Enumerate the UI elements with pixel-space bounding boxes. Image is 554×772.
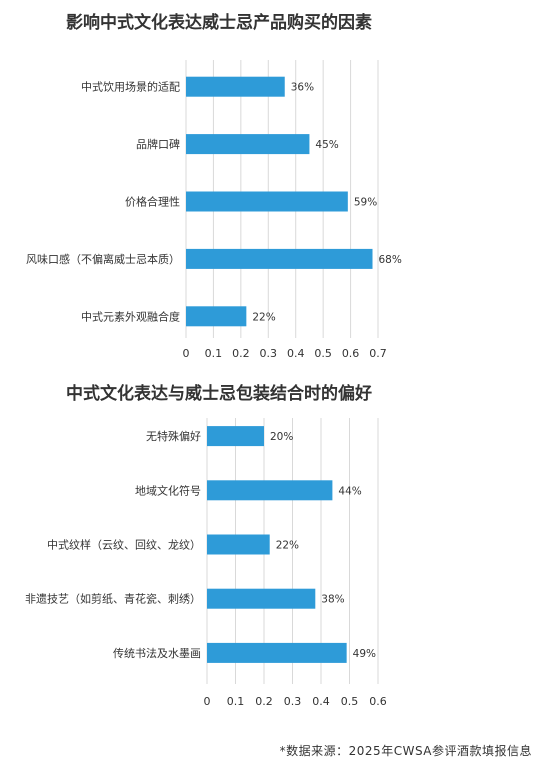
x-tick-label: 0.2 [232, 347, 250, 360]
x-tick-label: 0.4 [287, 347, 305, 360]
x-tick-label: 0.3 [284, 695, 302, 708]
x-tick-label: 0.1 [205, 347, 223, 360]
x-tick-label: 0.3 [260, 347, 278, 360]
category-label: 传统书法及水墨画 [113, 646, 201, 660]
x-tick-label: 0.6 [342, 347, 360, 360]
chart-packaging-preferences: 中式文化表达与威士忌包装结合时的偏好 0 0.1 0.2 0.3 0.4 0.5 0.6 无特殊… [25, 383, 387, 708]
category-label: 品牌口碑 [136, 137, 180, 151]
chart-title: 中式文化表达与威士忌包装结合时的偏好 [66, 383, 372, 404]
bar [186, 76, 285, 97]
value-label: 36% [291, 82, 314, 94]
bar [186, 248, 373, 269]
category-label: 风味口感（不偏离威士忌本质） [26, 252, 180, 266]
chart-purchase-factors: 影响中式文化表达威士忌产品购买的因素 0 0.1 0.2 0.3 0.4 0.5 0.6 0.7… [26, 12, 402, 360]
x-tick-label: 0 [183, 347, 190, 360]
x-tick-label: 0.7 [369, 347, 387, 360]
category-label: 中式元素外观融合度 [81, 309, 180, 323]
category-label: 中式饮用场景的适配 [81, 80, 180, 94]
bar [207, 426, 264, 447]
bar [207, 480, 333, 501]
category-label: 无特殊偏好 [146, 429, 201, 443]
value-label: 45% [315, 139, 338, 151]
x-tick-label: 0.4 [312, 695, 330, 708]
x-tick-label: 0.5 [341, 695, 359, 708]
x-tick-label: 0.1 [227, 695, 245, 708]
value-label: 38% [321, 594, 344, 606]
bar [186, 191, 348, 212]
bar [186, 306, 247, 327]
x-tick-label: 0 [204, 695, 211, 708]
bar [207, 534, 270, 555]
category-label: 地域文化符号 [135, 483, 201, 497]
x-tick-label: 0.2 [255, 695, 273, 708]
category-label: 非遗技艺（如剪纸、青花瓷、刺绣） [25, 592, 201, 606]
x-tick-label: 0.5 [314, 347, 332, 360]
value-label: 44% [338, 485, 361, 497]
category-label: 价格合理性 [125, 195, 180, 209]
category-label: 中式纹样（云纹、回纹、龙纹） [47, 538, 201, 552]
value-label: 20% [270, 431, 293, 443]
value-label: 49% [353, 648, 376, 660]
value-label: 22% [276, 540, 299, 552]
data-source-note: *数据来源：2025年CWSA参评酒款填报信息 [279, 744, 532, 758]
x-tick-label: 0.6 [369, 695, 387, 708]
value-label: 22% [252, 311, 275, 323]
chart-title: 影响中式文化表达威士忌产品购买的因素 [66, 12, 372, 33]
bar [186, 134, 310, 155]
bar [207, 588, 316, 609]
value-label: 68% [379, 254, 402, 266]
value-label: 59% [354, 197, 377, 209]
bar [207, 642, 347, 663]
